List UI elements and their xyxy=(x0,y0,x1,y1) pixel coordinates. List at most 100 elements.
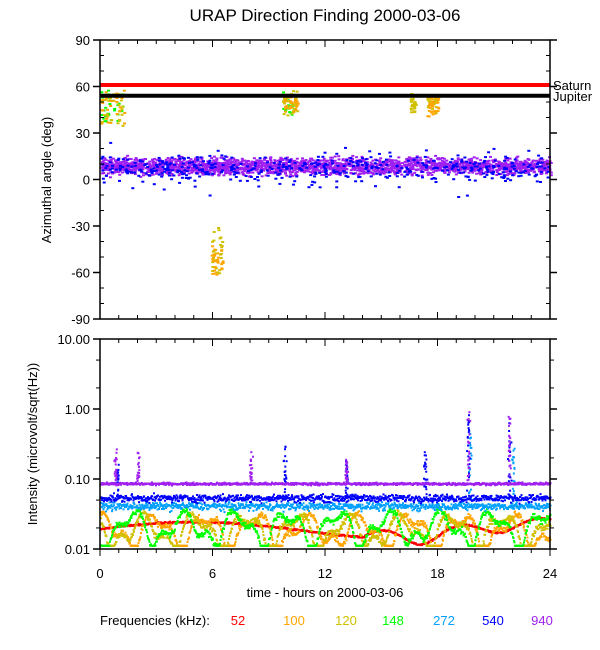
data-point xyxy=(434,101,438,104)
data-point xyxy=(500,176,504,179)
data-point xyxy=(493,159,497,162)
data-point xyxy=(201,172,204,175)
data-point xyxy=(137,542,140,544)
data-point xyxy=(257,166,261,169)
data-point xyxy=(213,171,217,174)
data-point xyxy=(386,165,390,168)
data-point xyxy=(295,100,299,103)
data-point xyxy=(473,523,476,526)
data-point xyxy=(290,164,294,167)
data-point xyxy=(523,525,525,528)
data-point xyxy=(267,522,270,525)
data-point xyxy=(462,171,466,174)
data-point xyxy=(171,522,174,525)
data-point xyxy=(346,175,350,178)
data-point xyxy=(403,164,407,167)
data-point xyxy=(108,176,112,179)
data-point xyxy=(120,110,124,113)
data-point xyxy=(424,166,428,169)
data-point xyxy=(201,521,204,524)
data-point xyxy=(440,544,443,547)
data-point xyxy=(454,164,457,167)
data-point xyxy=(510,165,514,168)
data-point xyxy=(334,539,336,542)
data-point xyxy=(450,158,454,161)
data-point xyxy=(277,166,281,169)
data-point xyxy=(152,514,155,517)
data-point xyxy=(252,162,255,165)
data-point xyxy=(112,171,116,174)
data-point xyxy=(239,163,243,165)
data-point xyxy=(227,162,231,165)
data-point xyxy=(472,156,476,159)
data-point xyxy=(112,535,115,538)
data-point xyxy=(259,516,262,519)
data-point xyxy=(332,162,336,165)
data-point xyxy=(537,154,541,157)
data-point xyxy=(471,518,474,520)
data-point xyxy=(468,161,472,164)
data-point xyxy=(195,172,199,175)
data-point xyxy=(426,527,428,530)
data-point xyxy=(259,160,263,163)
data-point xyxy=(193,165,197,168)
data-point xyxy=(201,170,205,173)
data-point xyxy=(410,108,414,111)
data-point xyxy=(320,162,324,165)
data-point xyxy=(441,169,445,172)
data-point xyxy=(293,169,297,172)
data-point xyxy=(497,164,501,167)
data-point xyxy=(153,161,157,164)
data-point xyxy=(112,167,116,170)
data-point xyxy=(197,517,199,519)
data-point xyxy=(342,170,346,173)
data-point xyxy=(395,175,399,178)
data-point xyxy=(435,100,439,103)
data-point xyxy=(405,173,409,176)
data-point xyxy=(124,161,128,164)
data-point xyxy=(177,166,181,168)
data-point xyxy=(177,154,181,157)
data-point xyxy=(278,164,282,167)
data-point xyxy=(411,167,415,170)
data-point xyxy=(375,172,379,175)
data-point xyxy=(375,530,377,533)
data-point xyxy=(195,160,199,163)
data-point xyxy=(486,170,490,173)
data-point xyxy=(426,173,430,176)
data-point xyxy=(261,168,265,171)
data-point xyxy=(322,169,326,172)
data-point xyxy=(400,517,402,520)
data-point xyxy=(434,154,438,157)
data-point xyxy=(318,170,322,173)
data-point xyxy=(436,101,440,104)
data-point xyxy=(199,519,202,521)
data-point xyxy=(281,165,285,168)
data-point xyxy=(329,162,332,165)
data-point xyxy=(323,542,325,545)
data-point xyxy=(177,174,181,177)
data-point xyxy=(321,541,324,544)
data-point xyxy=(427,109,431,112)
data-point xyxy=(360,180,364,183)
data-point xyxy=(525,534,528,536)
data-point xyxy=(290,170,293,173)
data-point xyxy=(101,177,105,180)
data-point xyxy=(307,186,311,189)
data-point xyxy=(180,169,184,172)
data-point xyxy=(164,524,166,527)
data-point xyxy=(446,526,448,529)
data-point xyxy=(530,162,534,164)
data-point xyxy=(222,174,226,177)
data-point xyxy=(509,166,512,169)
data-point xyxy=(527,541,529,544)
data-point xyxy=(329,537,331,540)
data-point xyxy=(454,173,458,176)
data-point xyxy=(199,164,203,167)
data-point xyxy=(215,519,217,522)
data-point xyxy=(454,160,458,163)
data-point xyxy=(477,172,481,175)
data-point xyxy=(108,97,112,100)
data-point xyxy=(276,173,280,176)
data-point xyxy=(492,147,496,150)
